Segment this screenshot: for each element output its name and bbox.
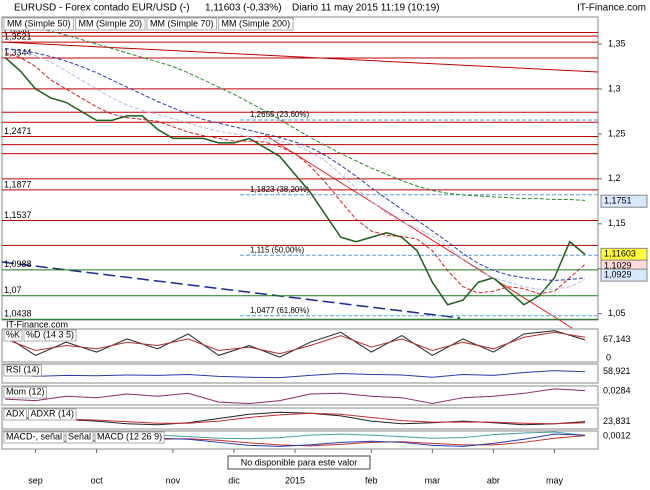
indicator-legend: MACD (12 26 9) — [97, 431, 162, 441]
x-tick-label: dic — [228, 475, 240, 485]
x-tick-label: feb — [365, 475, 378, 485]
indicator-legend: RSI (14) — [6, 364, 40, 374]
price-tag-label: 1,1029 — [604, 261, 632, 271]
indicator-legend-box — [23, 329, 77, 342]
indicator-legend: MACD-, señal — [6, 431, 62, 441]
indicator-value: 23,831 — [603, 416, 631, 426]
indicator-legend: %D (14 3 5) — [26, 329, 74, 339]
legend-box — [3, 17, 75, 31]
x-tick-label: abr — [487, 475, 500, 485]
indicator-frame — [1, 430, 599, 450]
brand: IT-Finance.com — [577, 3, 646, 14]
indicator-value: 0,0284 — [603, 385, 631, 395]
indicator-line — [4, 388, 586, 405]
y-tick-label: 1,3 — [608, 83, 621, 93]
trend-line — [1, 261, 461, 319]
indicator-tick: 0 — [606, 352, 611, 362]
indicator-value: 0,0012 — [603, 430, 631, 440]
y-tick-label: 1,35 — [608, 38, 626, 48]
moving-average — [4, 47, 586, 290]
indicator-frame — [1, 363, 599, 384]
level-label: 1,07 — [4, 285, 22, 295]
legend-entry: MM (Simple 50) — [7, 18, 71, 28]
indicator-legend-box — [3, 364, 43, 377]
indicator-legend-box — [3, 386, 48, 399]
legend-entry: MM (Simple 20) — [79, 18, 143, 28]
price-tag-label: 1,11603 — [604, 249, 636, 259]
price-tag — [600, 194, 648, 208]
watermark: IT-Finance.com — [6, 319, 68, 329]
indicator-frame — [1, 407, 599, 430]
y-tick-label: 1,25 — [608, 128, 626, 138]
notice-box — [227, 455, 371, 470]
x-tick-label: nov — [166, 475, 181, 485]
moving-average — [4, 52, 586, 295]
level-label: 1,0988 — [4, 259, 32, 269]
period: Diario 11 may 2015 11:19 (10:19) — [292, 3, 440, 14]
indicator-legend: Señal — [68, 431, 91, 441]
x-tick-label: oct — [91, 475, 104, 485]
indicator-line — [4, 412, 586, 425]
fib-label: 1,115 (50,00%) — [250, 245, 304, 254]
x-tick-label: mar — [425, 475, 441, 485]
indicator-value: 58,921 — [603, 366, 631, 376]
last-price: 1,11603 (-0,33%) — [205, 3, 282, 14]
main-frame — [1, 16, 599, 321]
indicator-line — [4, 370, 586, 379]
fib-label: 1,1823 (38,20%) — [250, 185, 309, 194]
price-tag-label: 1,1751 — [604, 196, 632, 206]
moving-average — [4, 47, 586, 281]
indicator-legend-box — [3, 329, 23, 342]
indicator-legend-box — [94, 431, 165, 444]
price-tag-label: 1,0929 — [604, 270, 632, 280]
notice: No disponible para este valor — [241, 457, 358, 467]
price-line — [4, 56, 586, 306]
indicator-line — [4, 331, 586, 355]
indicator-legend-box — [28, 408, 77, 421]
level-label: 1,1537 — [4, 210, 32, 220]
indicator-frame — [1, 328, 599, 363]
legend-box — [75, 17, 146, 31]
indicator-legend: ADX — [6, 408, 25, 418]
x-tick-label: may — [546, 475, 564, 485]
indicator-value: 67,143 — [603, 334, 631, 344]
y-tick-label: 1,2 — [608, 173, 621, 183]
indicator-legend: ADXR (14) — [31, 408, 75, 418]
y-tick-label: 1,05 — [608, 308, 626, 318]
indicator-legend: Mom (12) — [6, 386, 45, 396]
indicator-frame — [1, 385, 599, 406]
legend-box — [218, 17, 294, 31]
legend-entry: MM (Simple 70) — [150, 18, 214, 28]
y-tick-label: 1,15 — [608, 218, 626, 228]
fib-label: 1,2655 (23,60%) — [250, 110, 309, 119]
x-tick-label: 2015 — [285, 475, 305, 485]
level-label: 1,0438 — [4, 309, 32, 319]
moving-average — [4, 21, 586, 201]
indicator-legend-box — [65, 431, 94, 444]
level-label: 1,3521 — [4, 31, 32, 41]
indicator-legend-box — [3, 408, 28, 421]
legend-box — [146, 17, 218, 31]
price-tag — [600, 268, 648, 282]
legend-entry: MM (Simple 200) — [222, 18, 291, 28]
level-label: 1,3344 — [4, 47, 32, 57]
trend-line — [1, 41, 599, 73]
symbol: EURUSD - Forex contado EUR/USD (-) — [14, 3, 190, 14]
fib-label: 1,0477 (61,80%) — [250, 306, 309, 315]
x-tick-label: sep — [28, 475, 43, 485]
indicator-legend-box — [3, 431, 65, 444]
level-label: 1,1877 — [4, 179, 32, 189]
level-label: 1,2471 — [4, 126, 32, 136]
indicator-legend: %K — [6, 329, 20, 339]
